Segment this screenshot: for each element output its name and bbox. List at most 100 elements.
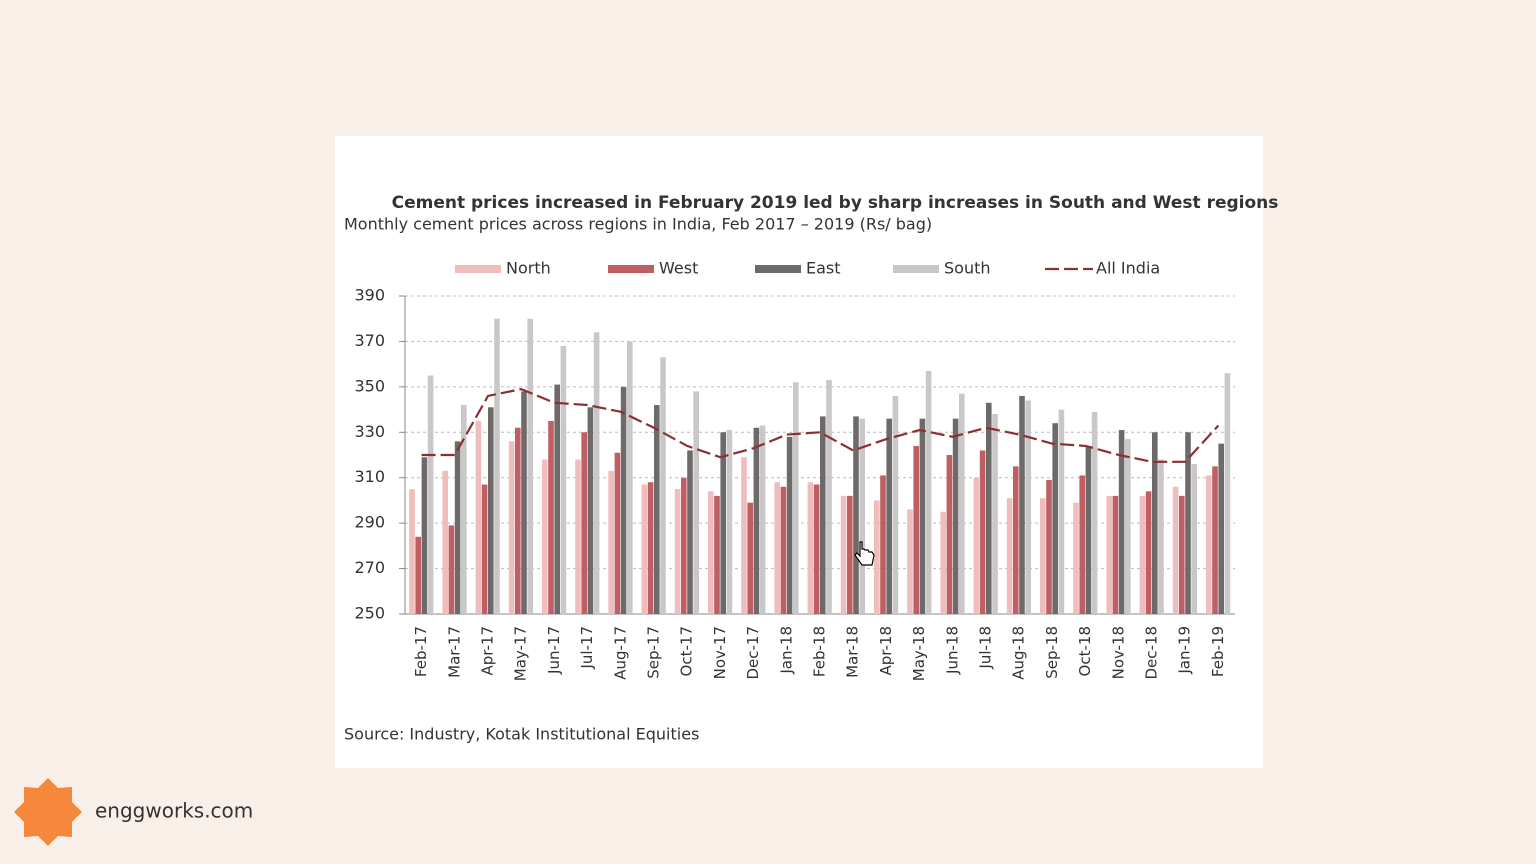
x-tick-label: Feb-19 xyxy=(1209,626,1227,677)
y-tick-label: 270 xyxy=(354,558,385,577)
bar xyxy=(847,495,853,614)
line-series xyxy=(421,387,1220,463)
bar xyxy=(1079,475,1085,614)
bar xyxy=(475,420,482,614)
bar xyxy=(1125,439,1131,614)
bar xyxy=(753,427,760,614)
bar xyxy=(581,432,587,614)
x-tick-label: Mar-17 xyxy=(445,626,463,678)
x-tick-label: Feb-18 xyxy=(811,626,829,677)
bar xyxy=(1006,498,1013,614)
bar xyxy=(1206,475,1212,614)
legend-label: South xyxy=(944,259,991,278)
bar xyxy=(826,380,832,614)
x-tick-label: Jan-19 xyxy=(1176,626,1194,675)
bar xyxy=(741,457,747,614)
bar xyxy=(940,511,946,614)
bar xyxy=(1112,495,1119,614)
bar xyxy=(726,430,733,614)
bar xyxy=(494,318,500,614)
bar xyxy=(515,427,521,614)
bar xyxy=(674,489,681,614)
bar xyxy=(714,495,720,614)
bar xyxy=(959,393,965,614)
bar xyxy=(859,418,865,614)
bar xyxy=(681,477,687,614)
bar xyxy=(979,450,986,614)
bar xyxy=(1179,495,1185,614)
x-tick-label: Feb-17 xyxy=(412,626,430,677)
x-tick-label: Jul-17 xyxy=(578,626,596,670)
bar xyxy=(641,484,648,614)
bar xyxy=(786,436,793,614)
x-tick-label: Apr-18 xyxy=(877,626,895,676)
y-tick-label: 290 xyxy=(354,513,385,532)
y-tick-label: 310 xyxy=(354,467,385,486)
bar xyxy=(1158,459,1164,614)
bar xyxy=(527,318,533,614)
bar xyxy=(759,425,766,614)
bar xyxy=(747,502,753,614)
bar xyxy=(820,416,826,614)
bar xyxy=(1013,466,1019,614)
bar xyxy=(587,407,594,614)
bar xyxy=(608,470,614,614)
bar xyxy=(793,382,799,614)
bar xyxy=(886,418,892,614)
bar xyxy=(548,420,554,614)
y-tick-label: 330 xyxy=(354,422,385,441)
bar xyxy=(952,418,959,614)
bar xyxy=(708,491,714,614)
bar xyxy=(488,407,494,614)
bar xyxy=(508,441,515,614)
bar xyxy=(1073,502,1079,614)
bar xyxy=(1046,479,1052,614)
x-tick-label: Apr-17 xyxy=(479,626,497,676)
bar xyxy=(919,418,926,614)
bar xyxy=(620,386,627,614)
y-tick-label: 390 xyxy=(354,286,385,305)
bar xyxy=(1224,373,1231,614)
legend-swatch xyxy=(893,265,939,273)
bar xyxy=(481,484,488,614)
legend-label: West xyxy=(659,259,698,278)
bar xyxy=(461,405,467,614)
bar xyxy=(986,402,992,614)
bar xyxy=(840,495,847,614)
chart-subtitle: Monthly cement prices across regions in … xyxy=(344,215,932,234)
bar xyxy=(774,482,780,614)
x-tick-label: Oct-17 xyxy=(678,626,696,676)
source-note: Source: Industry, Kotak Institutional Eq… xyxy=(344,725,699,744)
x-tick-label: Mar-18 xyxy=(844,626,862,678)
bar xyxy=(442,470,448,614)
bar xyxy=(560,345,567,614)
x-tick-label: May-17 xyxy=(512,626,530,681)
x-tick-label: Aug-17 xyxy=(611,626,629,680)
bar xyxy=(593,332,600,614)
bar xyxy=(542,459,548,614)
bar xyxy=(1085,445,1092,614)
legend-swatch xyxy=(608,265,654,273)
bar xyxy=(1172,486,1179,614)
x-tick-label: Dec-17 xyxy=(744,626,762,680)
x-tick-label: Oct-18 xyxy=(1076,626,1094,676)
y-tick-label: 370 xyxy=(354,331,385,350)
bar xyxy=(409,489,415,614)
bar xyxy=(627,341,633,614)
bar xyxy=(1025,400,1031,614)
bar xyxy=(720,432,726,614)
bar xyxy=(1145,491,1152,614)
bar xyxy=(1212,466,1218,614)
legend-label: East xyxy=(806,259,841,278)
bar xyxy=(1218,443,1224,614)
x-tick-label: Nov-18 xyxy=(1109,626,1127,679)
bar xyxy=(1106,495,1112,614)
cursor xyxy=(854,541,875,566)
bar xyxy=(554,384,560,614)
bar xyxy=(813,484,820,614)
brand-name: enggworks.com xyxy=(95,799,253,823)
x-tick-label: Dec-18 xyxy=(1143,626,1161,680)
chart-title: Cement prices increased in February 2019… xyxy=(392,193,1279,213)
y-tick-label: 350 xyxy=(354,376,385,395)
